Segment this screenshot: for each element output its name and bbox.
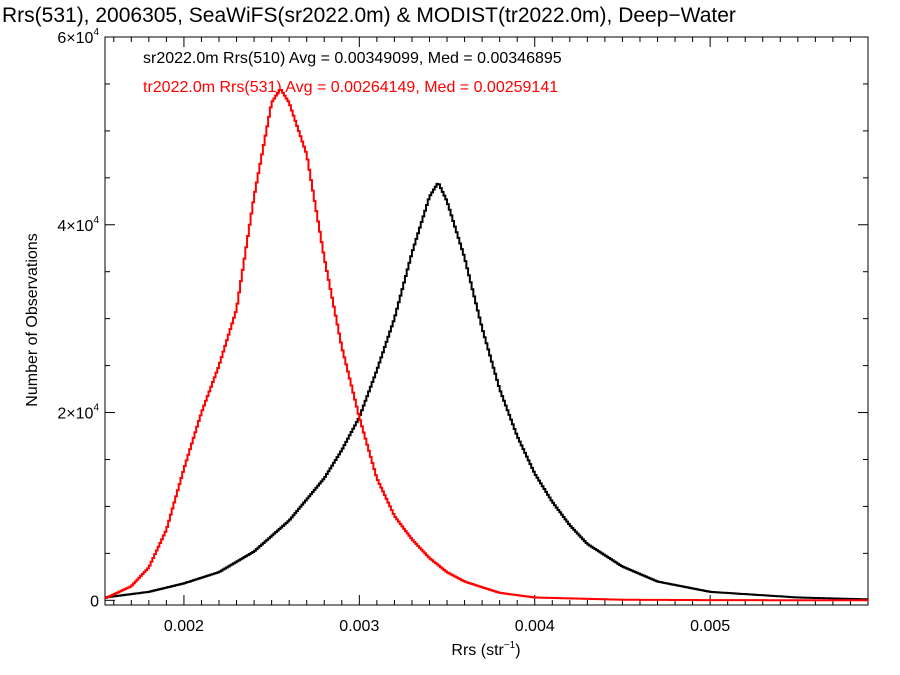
series-0-histogram [105, 182, 868, 601]
y-tick-label-exponent: 4 [93, 403, 99, 414]
y-tick-label: 0 [90, 593, 99, 610]
x-tick-label: 0.003 [339, 618, 379, 635]
x-axis-label: Rrs (str−1) [451, 640, 520, 659]
x-tick-label: 0.002 [164, 618, 204, 635]
annotation-black: sr2022.0m Rrs(510) Avg = 0.00349099, Med… [143, 50, 562, 67]
x-tick-label: 0.005 [690, 618, 730, 635]
y-tick-label-exponent: 4 [93, 215, 99, 226]
y-axis-label: Number of Observations [24, 233, 41, 406]
y-tick-label-base: 2×10 [57, 406, 93, 423]
y-tick-label-base: 0 [90, 593, 99, 610]
y-tick-label-base: 6×10 [57, 30, 93, 47]
x-axis-label-sup: −1 [504, 640, 516, 651]
y-tick-label: 4×104 [57, 215, 99, 235]
y-tick-label-base: 4×10 [57, 218, 93, 235]
chart-title: Rrs(531), 2006305, SeaWiFS(sr2022.0m) & … [2, 4, 736, 27]
x-axis-label-suffix: ) [515, 642, 520, 659]
y-tick-label-exponent: 4 [93, 27, 99, 38]
plot-frame [104, 36, 869, 606]
y-tick-label: 2×104 [57, 403, 99, 423]
annotation-red: tr2022.0m Rrs(531) Avg = 0.00264149, Med… [143, 79, 558, 96]
y-tick-label: 6×104 [57, 27, 99, 47]
x-axis-label-main: Rrs (str [451, 642, 504, 659]
series-layer [105, 89, 868, 602]
series-1-histogram [105, 89, 868, 602]
x-tick-label: 0.004 [515, 618, 555, 635]
